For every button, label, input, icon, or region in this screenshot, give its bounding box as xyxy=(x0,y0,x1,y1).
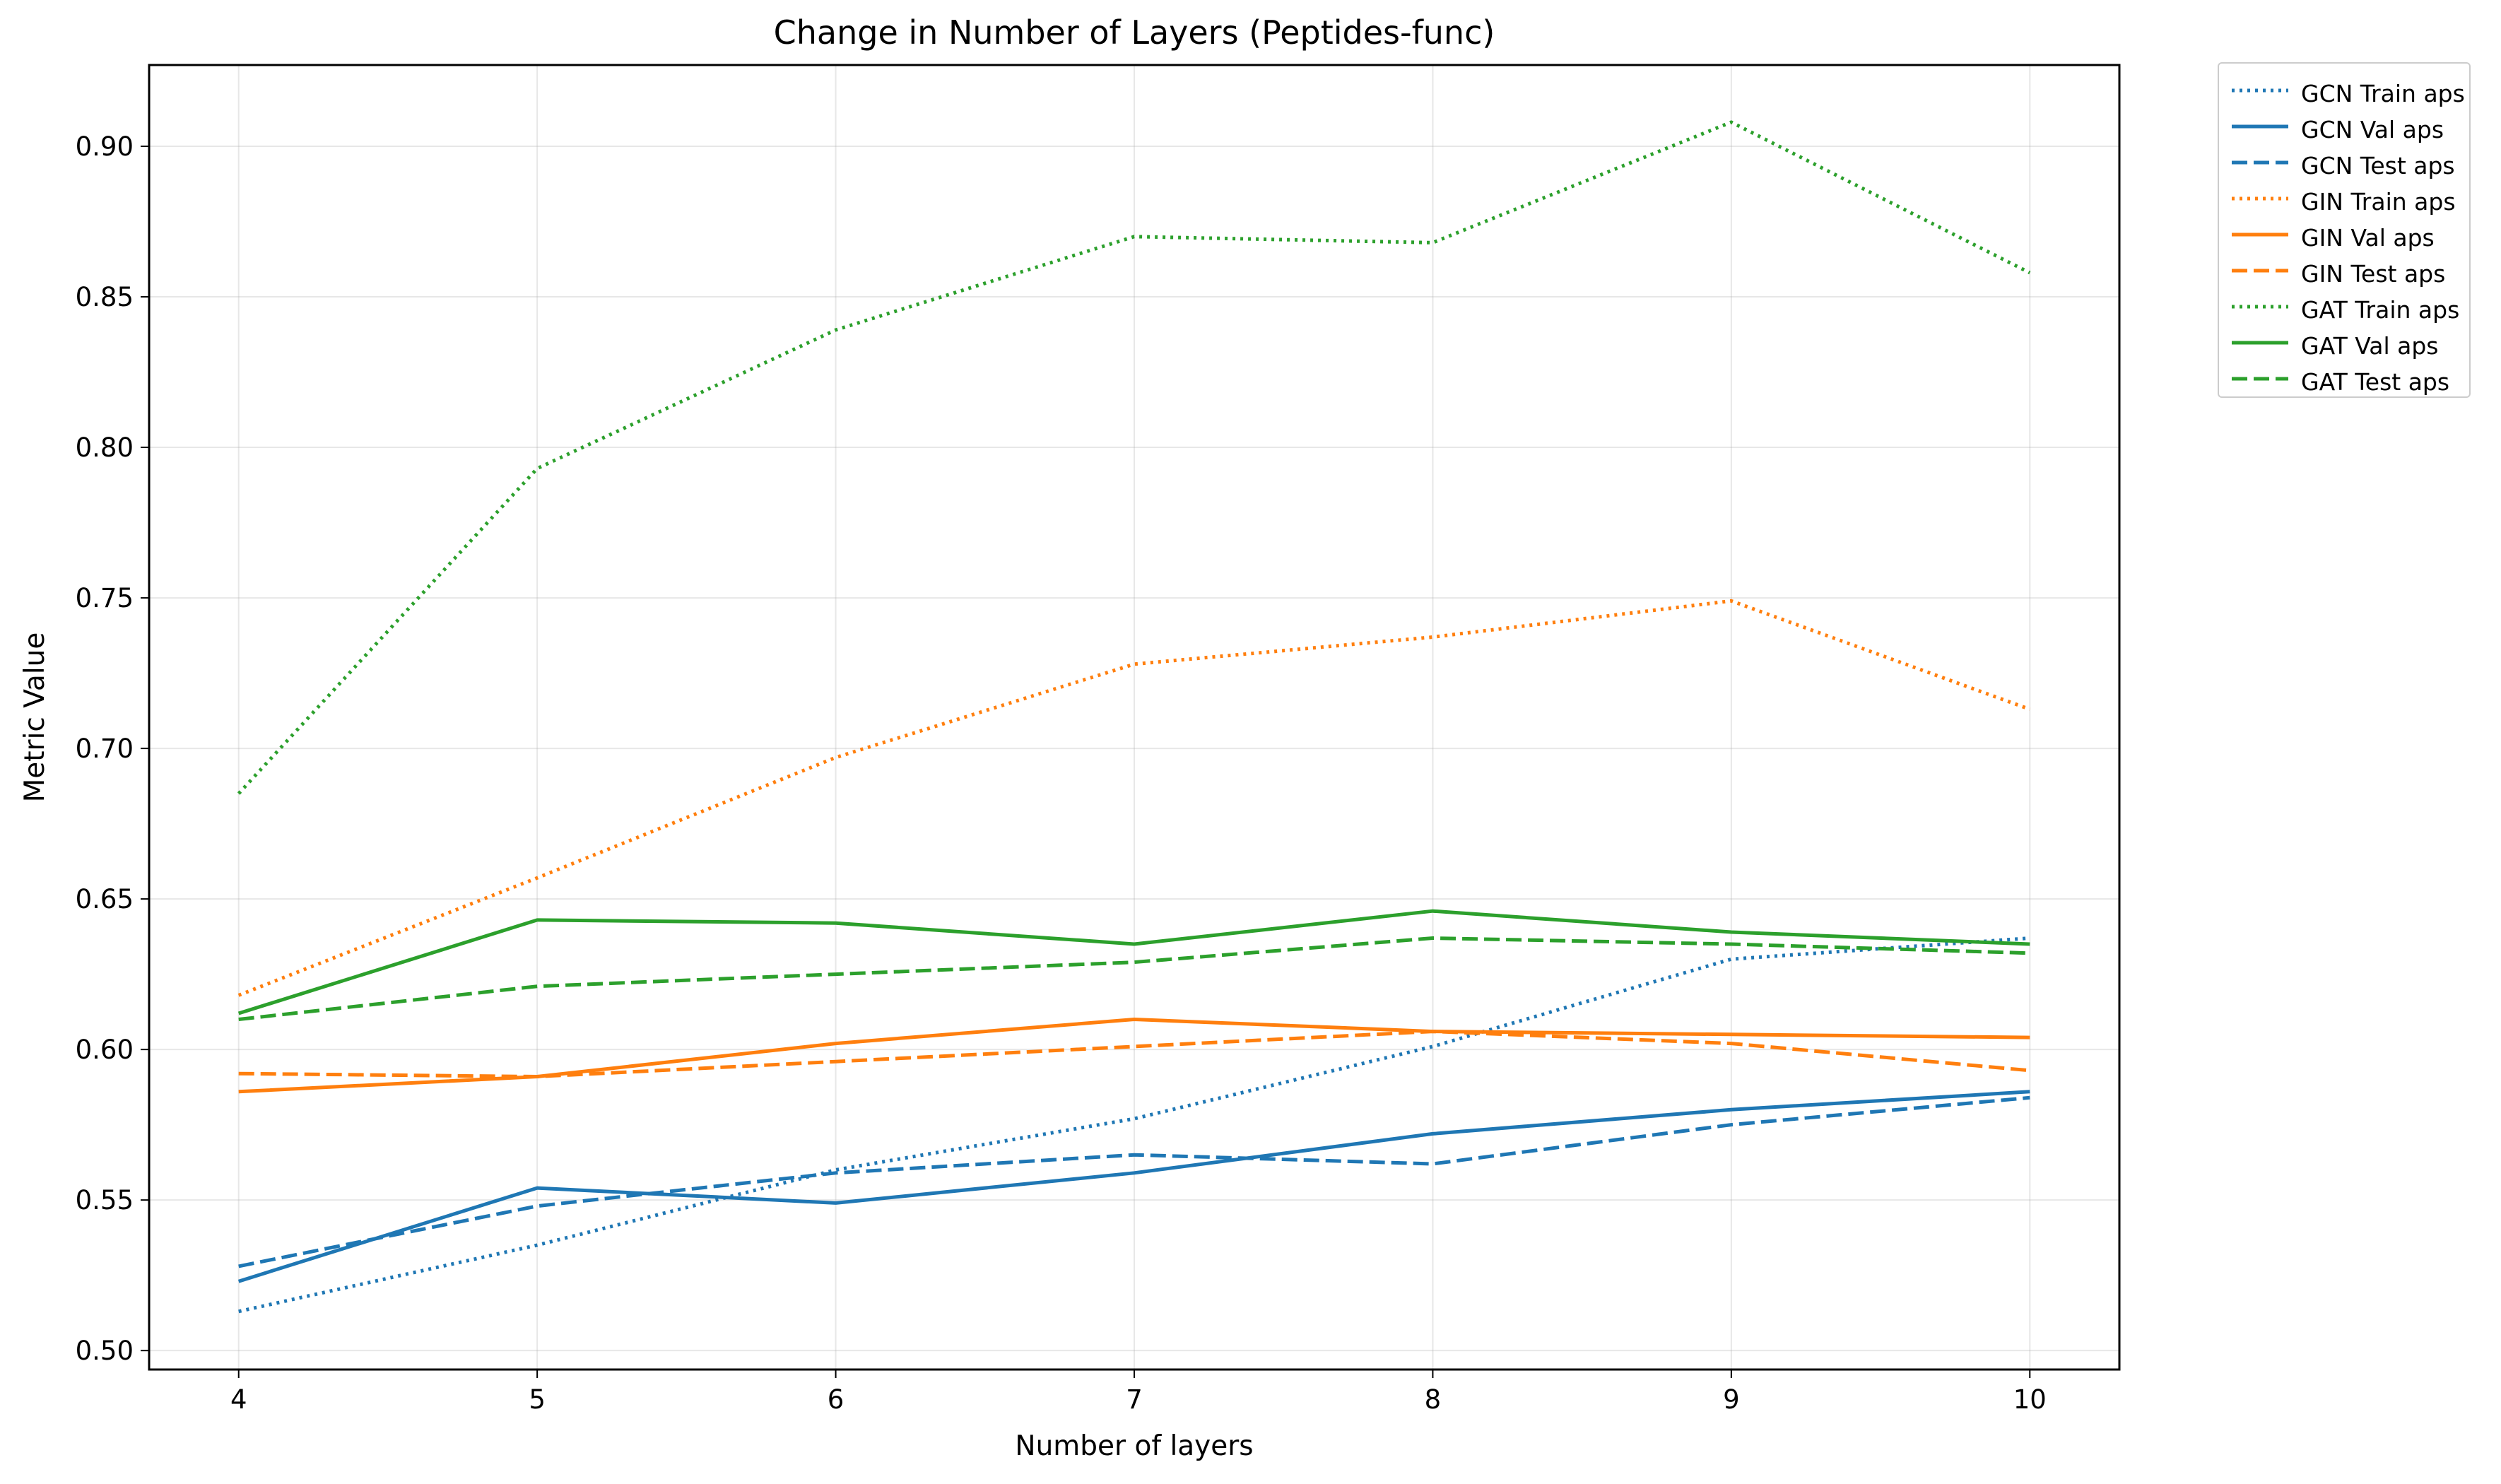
series-lines xyxy=(237,120,2031,1314)
y-tick-label: 0.85 xyxy=(76,282,134,312)
legend-label: GCN Test aps xyxy=(2301,152,2455,179)
x-tick-label: 9 xyxy=(1723,1384,1740,1415)
legend-label: GIN Train aps xyxy=(2301,188,2456,216)
series-line-gat-train-aps xyxy=(237,120,2031,795)
series-line-gat-val-aps xyxy=(237,909,2030,1015)
y-tick-label: 0.60 xyxy=(76,1035,134,1065)
legend-label: GAT Train aps xyxy=(2301,296,2460,324)
series-line-gcn-test-aps xyxy=(238,1095,2030,1268)
y-axis-label: Metric Value xyxy=(19,632,51,803)
y-tick-label: 0.55 xyxy=(76,1185,134,1215)
y-axis-ticks: 0.50 0.55 0.60 0.65 0.70 0.75 0.80 0.85 0.90 xyxy=(76,131,149,1366)
chart-title: Change in Number of Layers (Peptides-fun… xyxy=(774,13,1495,52)
legend-label: GCN Train aps xyxy=(2301,80,2465,107)
legend-item: GCN Train aps xyxy=(2219,75,2469,107)
x-tick-label: 8 xyxy=(1425,1384,1442,1415)
legend-swatch xyxy=(2232,160,2288,165)
series-line-gcn-val-aps xyxy=(237,1090,2030,1283)
x-axis-ticks: 4 5 6 7 8 9 10 xyxy=(230,1370,2047,1415)
legend-label: GIN Test aps xyxy=(2301,260,2446,288)
y-tick-label: 0.65 xyxy=(76,884,134,914)
legend-swatch xyxy=(2232,377,2288,381)
legend-label: GCN Val aps xyxy=(2301,116,2444,143)
x-tick-label: 6 xyxy=(828,1384,845,1415)
y-tick-label: 0.80 xyxy=(76,432,134,463)
y-tick-label: 0.50 xyxy=(76,1336,134,1366)
legend-swatch xyxy=(2232,232,2288,237)
legend: GCN Train aps GCN Val aps GCN Test aps GIN … xyxy=(2218,62,2471,398)
legend-label: GIN Val aps xyxy=(2301,224,2435,252)
series-line-gin-test-aps xyxy=(238,1030,2030,1078)
legend-item: GIN Train aps xyxy=(2219,183,2469,216)
y-tick-label: 0.70 xyxy=(76,734,134,764)
legend-item: GCN Val aps xyxy=(2219,111,2469,143)
series-line-gcn-train-aps xyxy=(238,936,2030,1314)
legend-swatch xyxy=(2232,196,2288,201)
legend-swatch xyxy=(2232,305,2288,309)
legend-label: GAT Val aps xyxy=(2301,332,2439,360)
grid-lines xyxy=(149,65,2119,1370)
legend-swatch xyxy=(2232,341,2288,345)
y-tick-label: 0.90 xyxy=(76,131,134,162)
x-tick-label: 5 xyxy=(529,1384,546,1415)
y-tick-label: 0.75 xyxy=(76,583,134,613)
legend-item: GIN Val aps xyxy=(2219,219,2469,252)
legend-item: GAT Val aps xyxy=(2219,327,2469,360)
legend-swatch xyxy=(2232,124,2288,129)
x-tick-label: 10 xyxy=(2013,1384,2047,1415)
legend-item: GCN Test aps xyxy=(2219,147,2469,179)
series-line-gin-train-aps xyxy=(237,599,2031,997)
x-tick-label: 4 xyxy=(230,1384,247,1415)
x-tick-label: 7 xyxy=(1126,1384,1143,1415)
legend-swatch xyxy=(2232,269,2288,273)
legend-item: GAT Test aps xyxy=(2219,363,2469,396)
series-line-gat-test-aps xyxy=(238,936,2030,1021)
legend-item: GIN Test aps xyxy=(2219,255,2469,288)
x-axis-label: Number of layers xyxy=(1015,1430,1253,1462)
legend-swatch xyxy=(2232,88,2288,93)
legend-item: GAT Train aps xyxy=(2219,291,2469,324)
legend-label: GAT Test aps xyxy=(2301,368,2450,396)
